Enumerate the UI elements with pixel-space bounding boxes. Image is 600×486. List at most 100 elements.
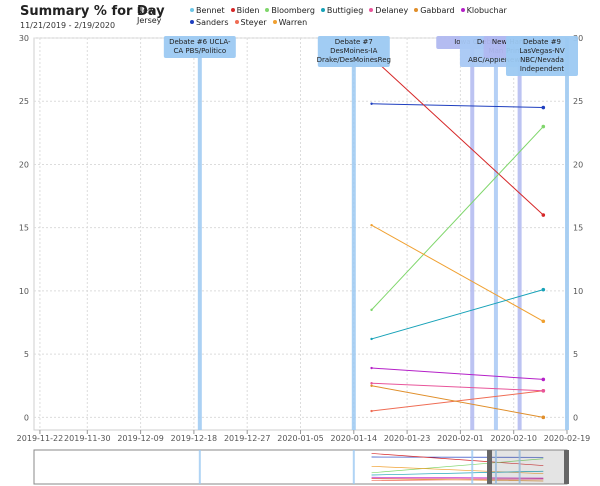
series-point-bloomberg [370, 308, 373, 312]
legend-item-steyer[interactable]: Steyer [234, 17, 267, 29]
event-markers [197, 38, 569, 430]
legend-dot-icon [414, 8, 419, 12]
event-annotation-box [506, 36, 578, 76]
event-annotation-text: Debate #9 [523, 38, 561, 46]
legend-item-delaney[interactable]: Delaney [369, 5, 408, 17]
x-tick-label: 2019-12-09 [117, 434, 164, 443]
event-annotation-text: DesMoines-IA [330, 47, 378, 55]
event-annotation-box [317, 36, 390, 67]
navigator-series-line [371, 453, 544, 466]
y-tick-label-left: 0 [24, 413, 29, 422]
series-line-bloomberg [371, 126, 544, 311]
legend-label: Sanders [196, 18, 229, 27]
series-point-biden [541, 213, 546, 217]
legend-label: Delaney [375, 6, 409, 15]
series-point-steyer [370, 409, 373, 413]
y-axis-ticks: 0 0 5 5 10 10 15 15 20 20 25 25 30 30 [19, 34, 583, 422]
legend-label: Bloomberg [271, 6, 315, 15]
event-annotation-text: Independent [520, 65, 565, 73]
event-bar [197, 38, 202, 430]
y-tick-label-left: 30 [19, 34, 29, 43]
event-annotation-text: LasVegas-NV [519, 47, 565, 55]
legend-item-sanders[interactable]: Sanders [190, 17, 229, 29]
x-tick-label: 2020-02-19 [544, 434, 591, 443]
series-line-warren [371, 224, 544, 322]
legend-item-bloomberg[interactable]: Bloomberg [265, 5, 315, 17]
event-annotation-text: Drake/DesMoinesReg [317, 56, 391, 64]
y-tick-label-left: 15 [19, 224, 29, 233]
legend-label: Steyer [240, 18, 267, 27]
navigator-series-line [371, 465, 544, 475]
navigator-series-line [371, 470, 544, 476]
date-range: 11/21/2019 - 2/19/2020 [20, 21, 116, 30]
legend-item-bennet[interactable]: Bennet [190, 5, 225, 17]
y-tick-label-left: 25 [19, 97, 29, 106]
series-line-steyer [371, 390, 544, 412]
navigator-event-bar [471, 450, 474, 484]
navigator-event-bar [198, 450, 201, 484]
legend-dot-icon [230, 8, 235, 12]
legend-dot-icon [265, 8, 270, 12]
legend-item-gabbard[interactable]: Gabbard [414, 5, 455, 17]
x-tick-label: 2019-12-27 [224, 434, 271, 443]
series-point-gabbard [541, 415, 546, 420]
y-tick-label-right: 0 [573, 413, 578, 422]
state-label: New Jersey [137, 6, 177, 26]
navigator-series-line [371, 478, 544, 480]
series-point-warren [541, 319, 546, 324]
y-tick-label-right: 20 [573, 160, 583, 169]
series-point-gabbard [370, 384, 373, 387]
y-tick-label-right: 25 [573, 97, 583, 106]
event-bar [517, 38, 522, 430]
series-line-gabbard [371, 385, 544, 418]
navigator-right-handle[interactable] [564, 450, 569, 484]
legend-label: Biden [236, 6, 260, 15]
x-tick-label: 2020-02-10 [490, 434, 537, 443]
legend-label: Gabbard [420, 6, 455, 15]
series-line-biden [371, 56, 544, 216]
y-tick-label-right: 5 [573, 350, 578, 359]
event-annotation-text: NBC/Nevada [520, 56, 564, 64]
series-point-bloomberg [541, 124, 546, 129]
navigator-event-bar [518, 450, 521, 484]
legend-dot-icon [320, 8, 325, 12]
event-bar [351, 38, 356, 430]
legend-item-buttigieg[interactable]: Buttigieg [320, 5, 364, 17]
navigator-selection [490, 450, 567, 484]
legend-dot-icon [234, 20, 239, 24]
navigator-series-line [371, 476, 544, 479]
x-tick-label: 2020-02-01 [437, 434, 484, 443]
legend-dot-icon [190, 20, 194, 24]
y-tick-label-right: 30 [573, 34, 583, 43]
legend-item-warren[interactable]: Warren [272, 17, 307, 29]
navigator-left-handle[interactable] [487, 450, 493, 484]
chart-title: Summary % for Day [20, 4, 165, 19]
x-tick-label: 2020-01-23 [384, 434, 431, 443]
x-tick-label: 2020-01-14 [331, 434, 378, 443]
legend-label: Bennet [196, 6, 225, 15]
navigator-series-line [371, 458, 544, 474]
x-tick-label: 2019-11-30 [64, 434, 111, 443]
legend-item-biden[interactable]: Biden [230, 5, 260, 17]
state-line-2: Jersey [137, 16, 162, 25]
y-tick-label-left: 10 [19, 287, 29, 296]
range-navigator[interactable] [33, 449, 569, 485]
grid [33, 37, 568, 431]
legend-item-klobuchar[interactable]: Klobuchar [460, 5, 507, 17]
event-bar [493, 38, 498, 430]
series-line-delaney [371, 382, 544, 392]
y-tick-label-right: 15 [573, 224, 583, 233]
series-point-delaney [370, 382, 373, 385]
event-bar [565, 38, 569, 430]
navigator-frame [33, 449, 568, 485]
navigator-event-bar [352, 450, 355, 484]
y-tick-label-left: 20 [19, 160, 29, 169]
legend-dot-icon [272, 20, 277, 24]
x-tick-label: 2019-12-18 [171, 434, 218, 443]
legend-label: Buttigieg [326, 6, 364, 15]
series-line-buttigieg [371, 289, 544, 340]
event-annotation-text: ABC/AppleNews [468, 56, 524, 64]
event-annotation-text: Debate #7 [335, 38, 373, 46]
state-line-1: New [137, 6, 155, 15]
